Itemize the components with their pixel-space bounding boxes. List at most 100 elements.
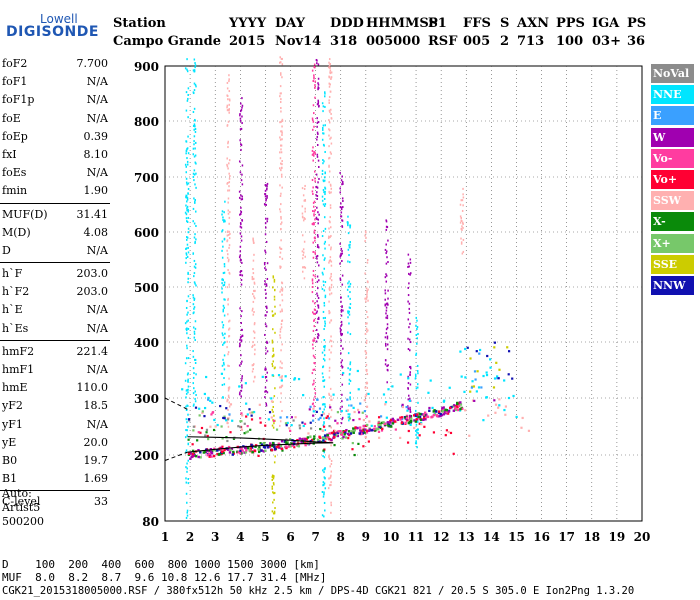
- header-value-11: 36: [627, 34, 646, 49]
- streak-point: [322, 254, 324, 257]
- streak-point: [240, 278, 243, 281]
- streak-point: [415, 352, 418, 355]
- param-value: N/A: [86, 75, 108, 89]
- param-name: h`F: [2, 267, 23, 281]
- streak-point: [271, 485, 274, 488]
- echo-point: [289, 437, 292, 441]
- streak-point: [339, 327, 342, 330]
- streak-point: [324, 322, 327, 325]
- streak-point: [415, 316, 418, 319]
- streak-point: [316, 195, 319, 198]
- streak-point: [330, 504, 333, 507]
- streak-point: [328, 235, 330, 238]
- echo-point: [321, 429, 325, 433]
- echo-point: [496, 377, 499, 380]
- trace-point: [289, 445, 292, 448]
- param-name: hmF1: [2, 363, 35, 376]
- streak-point: [365, 236, 367, 239]
- streak-point: [272, 328, 274, 331]
- streak-point: [273, 295, 276, 298]
- echo-point: [350, 404, 353, 407]
- echo-point: [368, 420, 371, 423]
- echo-point: [448, 386, 451, 389]
- echo-point: [377, 430, 381, 433]
- streak-point: [272, 349, 274, 352]
- streak-point: [409, 410, 412, 413]
- trace-point: [441, 406, 444, 410]
- streak-point: [193, 298, 196, 301]
- x-tick-label: 14: [483, 530, 500, 544]
- streak-point: [185, 150, 188, 153]
- streak-point: [312, 347, 314, 350]
- streak-point: [280, 375, 283, 378]
- echo-point: [365, 405, 369, 408]
- streak-point: [328, 134, 330, 137]
- streak-point: [186, 198, 189, 201]
- streak-point: [226, 163, 228, 166]
- streak-point: [301, 212, 304, 215]
- echo-point: [246, 424, 249, 428]
- streak-point: [226, 104, 229, 107]
- streak-point: [279, 138, 282, 141]
- streak-point: [322, 455, 324, 458]
- streak-point: [195, 373, 197, 376]
- y-tick-label: 800: [134, 115, 159, 129]
- streak-point: [387, 289, 389, 292]
- streak-point: [223, 383, 226, 386]
- trace-point: [286, 440, 289, 444]
- streak-point: [314, 392, 317, 395]
- trace-point: [326, 434, 329, 437]
- streak-point: [311, 190, 314, 193]
- param-value: 7.700: [76, 57, 109, 70]
- streak-point: [186, 429, 188, 432]
- streak-point: [253, 353, 256, 356]
- streak-point: [266, 262, 269, 265]
- streak-point: [279, 328, 282, 331]
- streak-point: [185, 152, 187, 155]
- streak-point: [194, 128, 197, 131]
- streak-point: [313, 213, 315, 216]
- trace-point: [258, 450, 261, 454]
- streak-point: [328, 99, 330, 102]
- streak-point: [221, 321, 224, 324]
- echo-point: [506, 346, 509, 349]
- streak-point: [324, 405, 326, 408]
- streak-point: [192, 124, 195, 127]
- y-tick-label: 900: [134, 60, 159, 74]
- streak-point: [364, 297, 366, 300]
- trace-point: [433, 413, 437, 416]
- streak-point: [365, 339, 368, 342]
- auto-label: Auto:: [2, 487, 32, 500]
- streak-point: [228, 271, 230, 274]
- echo-point: [302, 394, 305, 397]
- streak-point: [304, 255, 306, 258]
- x-tick-label: 18: [583, 530, 600, 544]
- echo-point: [319, 427, 322, 431]
- echo-point: [308, 408, 311, 411]
- trace-point: [191, 449, 195, 453]
- echo-point: [294, 416, 297, 419]
- x-tick-label: 4: [236, 530, 244, 544]
- streak-point: [407, 387, 409, 390]
- streak-point: [265, 203, 267, 206]
- trace-point: [410, 417, 413, 420]
- trace-point: [318, 435, 321, 439]
- streak-point: [301, 215, 304, 218]
- trace-point: [304, 443, 307, 447]
- streak-point: [221, 249, 223, 252]
- trace-point: [399, 418, 402, 421]
- streak-point: [187, 227, 190, 230]
- trace-point: [301, 438, 304, 441]
- streak-point: [324, 509, 326, 512]
- streak-point: [323, 289, 326, 292]
- trace-point: [387, 424, 390, 428]
- streak-point: [252, 307, 254, 310]
- streak-point: [194, 390, 196, 393]
- streak-point: [264, 193, 267, 196]
- streak-point: [385, 312, 387, 315]
- streak-point: [317, 211, 319, 214]
- echo-point: [323, 403, 326, 406]
- echo-point: [365, 415, 368, 418]
- streak-point: [195, 238, 197, 241]
- trace-point: [280, 440, 284, 443]
